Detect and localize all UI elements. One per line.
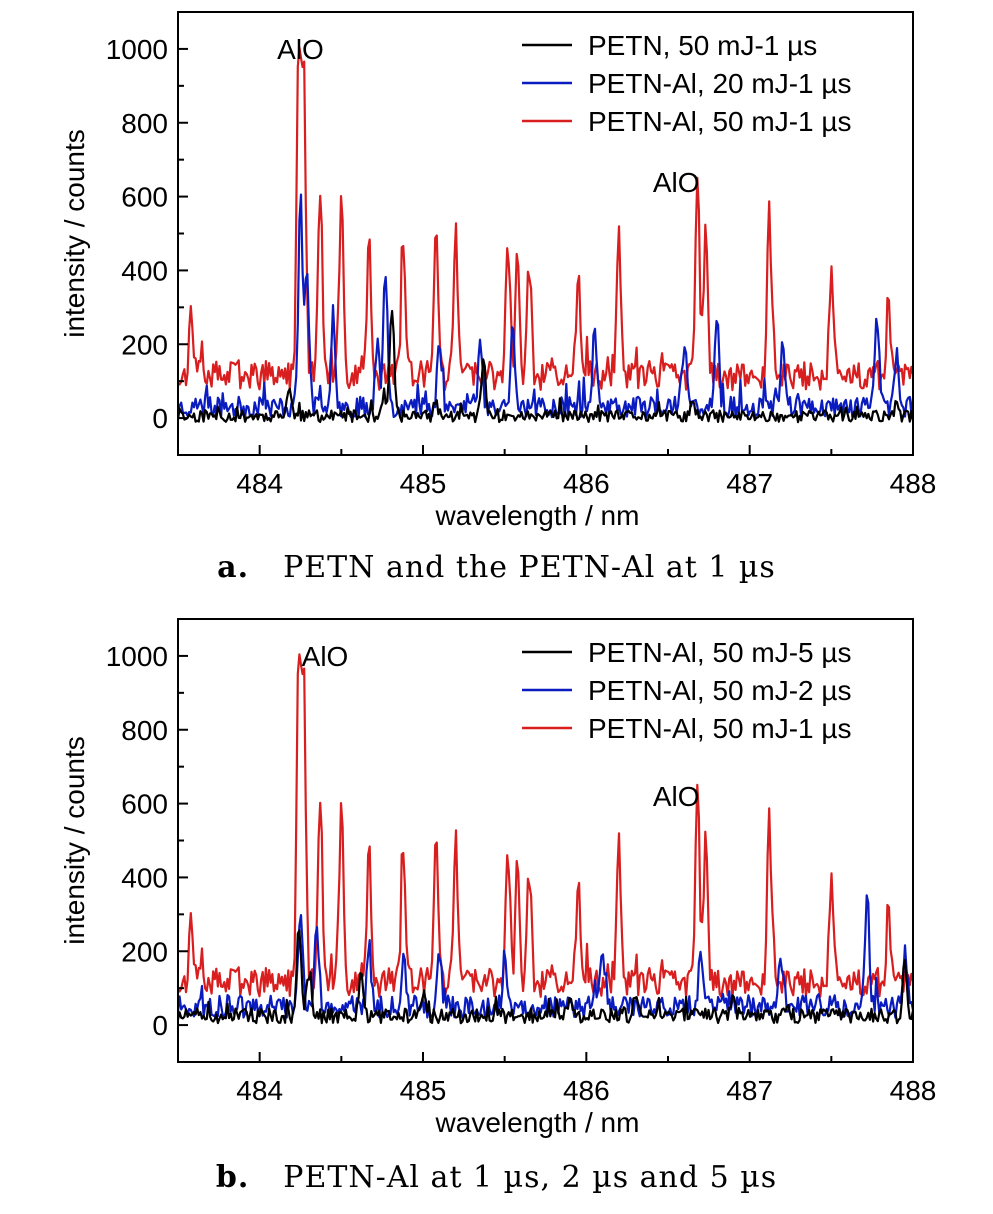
x-tick-label: 487 [726, 1075, 773, 1106]
y-tick-label: 800 [121, 108, 168, 139]
chart-a: 484 485 486 487 488 0 200 400 600 800 1000 waveleng… [59, 11, 937, 531]
series-line-2 [178, 894, 913, 1019]
y-tick-label: 800 [121, 715, 168, 746]
caption-b-text: PETN-Al at 1 µs, 2 µs and 5 µs [283, 1160, 778, 1195]
x-tick-label: 487 [726, 468, 773, 499]
x-tick-label: 486 [563, 468, 610, 499]
x-axis-label: wavelength / nm [435, 500, 640, 531]
series-line-1 [178, 309, 913, 424]
annotation-label: AlO [302, 641, 349, 672]
legend-entry: PETN-Al, 50 mJ-5 µs [588, 637, 852, 668]
x-tick-label: 484 [236, 468, 283, 499]
legend-entry: PETN-Al, 20 mJ-1 µs [588, 68, 852, 99]
caption-a: a. PETN and the PETN-Al at 1 µs [0, 550, 993, 585]
y-tick-label: 1000 [106, 641, 168, 672]
legend-entry: PETN-Al, 50 mJ-1 µs [588, 713, 852, 744]
panel-b: 484 485 486 487 488 0 200 400 600 800 1000 waveleng… [0, 607, 993, 1214]
legend-entry: PETN-Al, 50 mJ-1 µs [588, 106, 852, 137]
x-tick-label: 484 [236, 1075, 283, 1106]
y-axis-label: intensity / counts [59, 129, 90, 338]
caption-b-letter: b. [215, 1160, 250, 1195]
chart-b: 484 485 486 487 488 0 200 400 600 800 1000 waveleng… [59, 618, 937, 1138]
x-tick-label: 485 [400, 468, 447, 499]
series-line-1 [178, 929, 913, 1025]
series-line-3 [178, 653, 913, 999]
caption-a-letter: a. [217, 550, 250, 585]
y-tick-label: 200 [121, 329, 168, 360]
annotation-label: AlO [653, 167, 700, 198]
x-axis-label: wavelength / nm [435, 1107, 640, 1138]
y-tick-label: 1000 [106, 34, 168, 65]
x-tick-label: 488 [890, 468, 937, 499]
annotation-label: AlO [277, 34, 324, 65]
y-axis-label: intensity / counts [59, 736, 90, 945]
annotation-label: AlO [653, 781, 700, 812]
y-tick-label: 0 [152, 1010, 168, 1041]
y-tick-label: 600 [121, 182, 168, 213]
y-tick-label: 400 [121, 862, 168, 893]
legend-entry: PETN, 50 mJ-1 µs [588, 30, 817, 61]
panel-a: 484 485 486 487 488 0 200 400 600 800 1000 waveleng… [0, 11, 993, 585]
caption-a-text: PETN and the PETN-Al at 1 µs [283, 550, 776, 585]
series-line-3 [178, 46, 913, 392]
y-tick-label: 0 [152, 403, 168, 434]
x-tick-label: 486 [563, 1075, 610, 1106]
y-tick-label: 600 [121, 789, 168, 820]
x-tick-label: 488 [890, 1075, 937, 1106]
y-tick-label: 400 [121, 255, 168, 286]
caption-b: b. PETN-Al at 1 µs, 2 µs and 5 µs [0, 1160, 993, 1195]
x-tick-label: 485 [400, 1075, 447, 1106]
y-tick-label: 200 [121, 936, 168, 967]
legend-entry: PETN-Al, 50 mJ-2 µs [588, 675, 852, 706]
